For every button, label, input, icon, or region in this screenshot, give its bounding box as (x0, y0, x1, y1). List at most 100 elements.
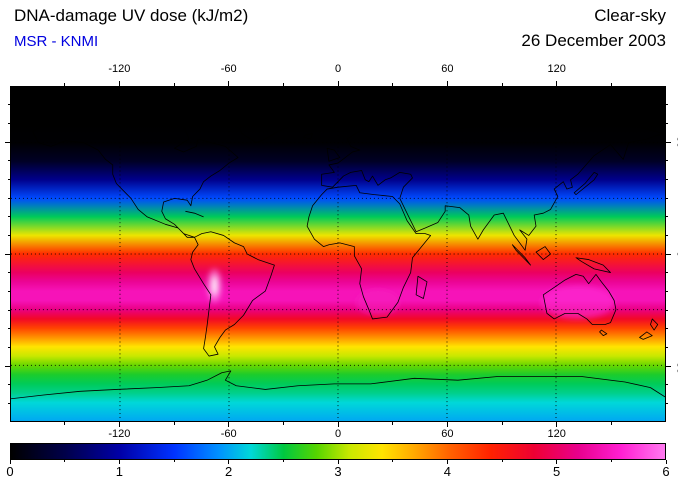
lat-tick-left (5, 365, 10, 367)
header-left: DNA-damage UV dose (kJ/m2) MSR - KNMI (14, 6, 248, 51)
lon-tick-label-top: 0 (334, 63, 342, 75)
lat-minor-tick-right (666, 328, 668, 330)
lon-tick-top (228, 81, 230, 86)
lat-minor-tick-right (666, 346, 668, 348)
lat-minor-tick-left (8, 122, 10, 124)
lat-tick-left (5, 253, 10, 255)
coastline-iceland (303, 133, 312, 139)
hotspot-core-andes-altiplano-maximum (211, 275, 218, 296)
colorbar-tick-label: 4 (443, 464, 451, 479)
coastline-africa (307, 185, 431, 319)
lon-minor-tick-top (392, 83, 394, 86)
colorbar-minor-tick (282, 460, 284, 462)
lon-tick-label-top: 120 (547, 63, 566, 75)
coastline-north-america (33, 119, 238, 238)
lat-minor-tick-left (8, 234, 10, 236)
lon-tick-label-bottom: -60 (220, 428, 237, 440)
lat-tick-label-left: -60 (0, 358, 2, 374)
hotspot-southern-africa (356, 289, 400, 316)
lon-tick-label-bottom: 120 (547, 428, 566, 440)
coastline-south-america (191, 232, 275, 356)
coastline-madagascar (416, 276, 427, 298)
header-right: Clear-sky 26 December 2003 (521, 6, 666, 52)
source-label: MSR - KNMI (14, 33, 99, 51)
colorbar (10, 443, 666, 460)
coastline-new-guinea (576, 258, 611, 273)
lon-minor-tick-bottom (501, 422, 503, 425)
lat-minor-tick-right (666, 178, 668, 180)
coastline-australia (543, 274, 616, 324)
lat-minor-tick-right (666, 160, 668, 162)
lat-minor-tick-right (666, 122, 668, 124)
lon-minor-tick-top (282, 83, 284, 86)
date-label: 26 December 2003 (521, 31, 666, 51)
coastline-new-zealand-south (640, 332, 653, 339)
colorbar-tick-label: 0 (6, 464, 14, 479)
lon-tick-bottom (118, 422, 120, 427)
lat-minor-tick-right (666, 104, 668, 106)
lat-minor-tick-right (666, 402, 668, 404)
lon-minor-tick-bottom (282, 422, 284, 425)
lat-tick-left (5, 141, 10, 143)
lon-tick-bottom (556, 422, 558, 427)
lon-minor-tick-top (64, 83, 66, 86)
lon-tick-top (118, 81, 120, 86)
lat-minor-tick-right (666, 272, 668, 274)
coastline-borneo (536, 247, 551, 260)
colorbar-tick (446, 460, 448, 464)
lat-minor-tick-left (8, 197, 10, 199)
colorbar-tick-label: 3 (334, 464, 342, 479)
lon-minor-tick-top (501, 83, 503, 86)
lat-minor-tick-left (8, 104, 10, 106)
page-title: DNA-damage UV dose (kJ/m2) (14, 6, 249, 25)
colorbar-minor-tick (610, 460, 612, 462)
lon-tick-top (446, 81, 448, 86)
lat-minor-tick-right (666, 309, 668, 311)
lat-minor-tick-left (8, 216, 10, 218)
colorbar-minor-tick (173, 460, 175, 462)
coastline-new-zealand-north (650, 319, 657, 330)
lon-tick-bottom (228, 422, 230, 427)
grid-lines (11, 87, 665, 421)
colorbar-tick-label: 5 (553, 464, 561, 479)
hotspot-australia-interior (541, 285, 615, 319)
lat-minor-tick-right (666, 234, 668, 236)
lat-minor-tick-right (666, 290, 668, 292)
colorbar-tick (337, 460, 339, 464)
lat-tick-label-right: 0 (675, 251, 678, 257)
colorbar-tick (665, 460, 667, 464)
colorbar-tick (228, 460, 230, 464)
lat-tick-label-left: 60 (0, 136, 2, 148)
lat-tick-label-left: 0 (0, 251, 2, 257)
coastline-eurasia (322, 117, 664, 251)
colorbar-tick (9, 460, 11, 464)
lon-tick-top (337, 81, 339, 86)
uv-map-svg (11, 87, 665, 421)
lon-minor-tick-bottom (173, 422, 175, 425)
lat-minor-tick-left (8, 309, 10, 311)
lat-minor-tick-left (8, 178, 10, 180)
lon-tick-label-bottom: 0 (334, 428, 342, 440)
lon-tick-label-bottom: -120 (108, 428, 131, 440)
coastline-antarctica (11, 371, 665, 399)
colorbar-tick-label: 6 (662, 464, 670, 479)
lat-tick-right (666, 141, 671, 143)
coastline-cuba (185, 211, 203, 217)
lon-tick-bottom (337, 422, 339, 427)
lon-minor-tick-bottom (610, 422, 612, 425)
lon-tick-top (556, 81, 558, 86)
lon-minor-tick-bottom (392, 422, 394, 425)
colorbar-minor-tick (392, 460, 394, 462)
colorbar-minor-tick (501, 460, 503, 462)
uv-hotspots (207, 268, 615, 319)
lon-minor-tick-top (610, 83, 612, 86)
lon-tick-label-top: -120 (108, 63, 131, 75)
coastline-britain (327, 148, 340, 161)
lon-tick-label-top: -60 (220, 63, 237, 75)
world-map (10, 86, 666, 422)
lat-tick-label-right: 60 (674, 135, 678, 149)
lat-minor-tick-left (8, 402, 10, 404)
colorbar-minor-tick (64, 460, 66, 462)
lon-minor-tick-bottom (64, 422, 66, 425)
